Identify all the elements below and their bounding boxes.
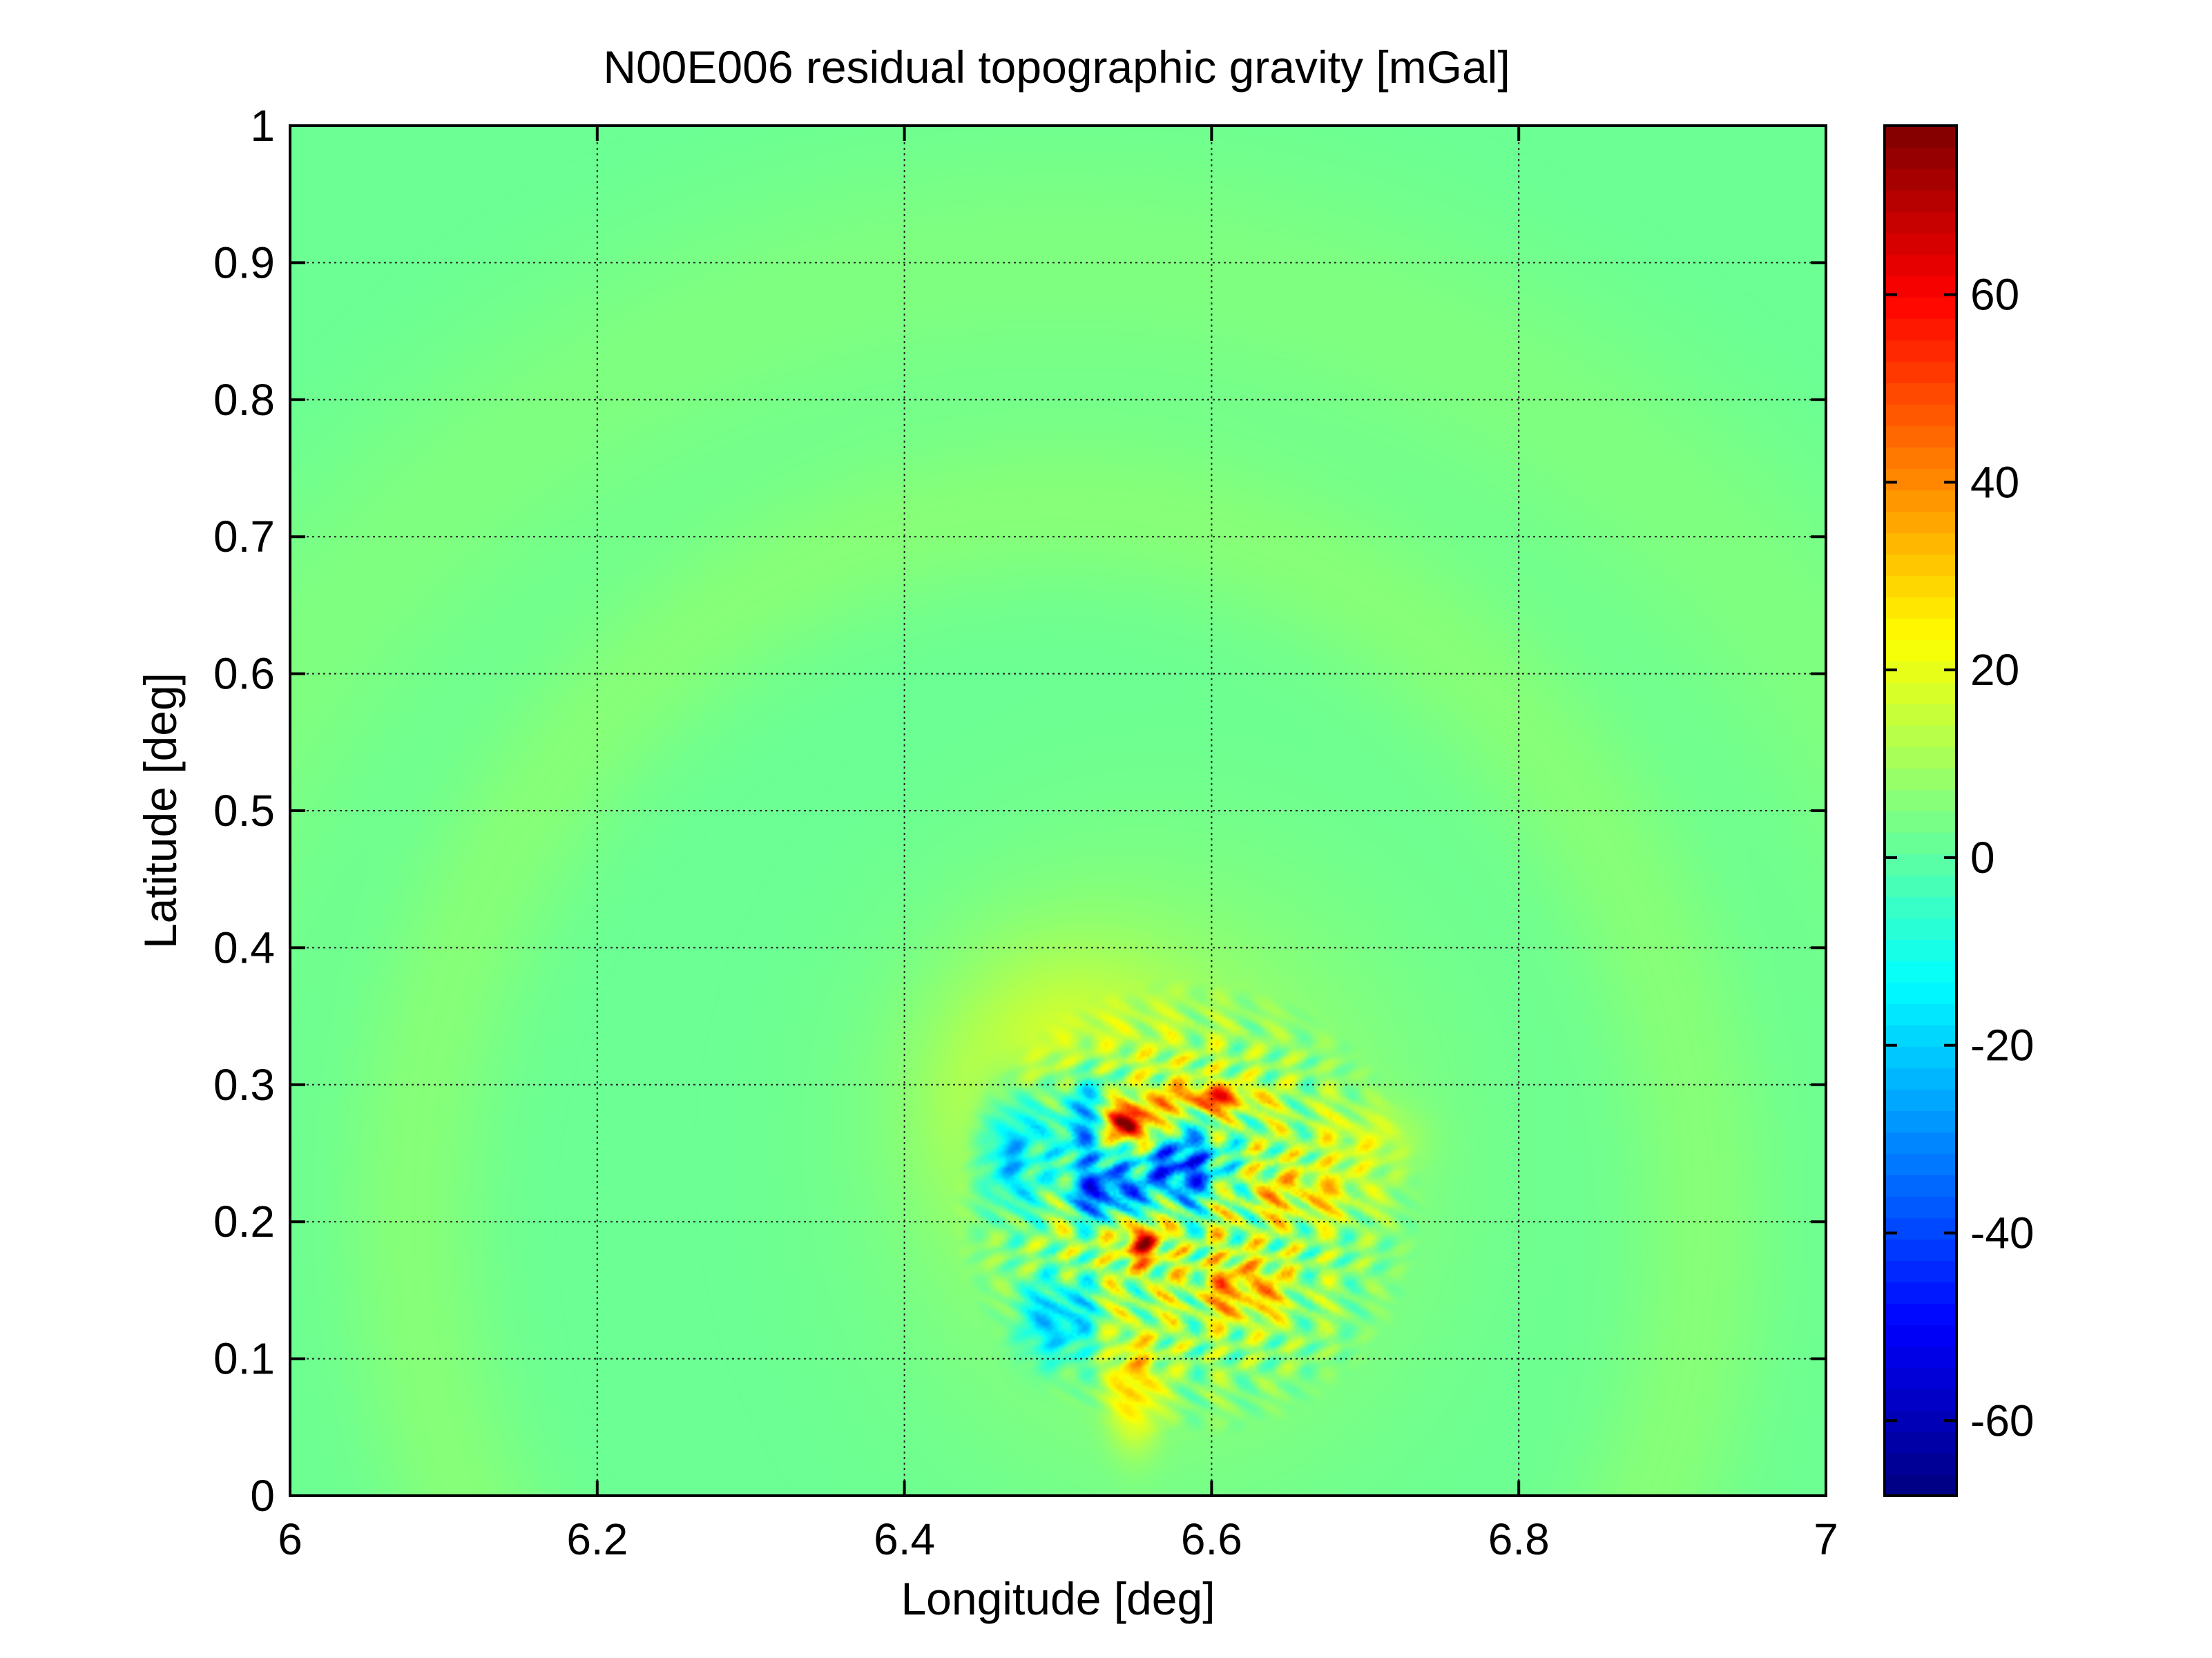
y-tick-label: 0.6 — [213, 649, 275, 699]
colorbar-tick-label: 40 — [1970, 457, 2019, 507]
colorbar-tick-label: -60 — [1970, 1396, 2035, 1445]
y-tick-labels: 0 0.1 0.2 0.3 0.4 0.5 0.6 0.7 0.8 0.9 1 — [213, 101, 275, 1521]
grid-lines — [290, 126, 1826, 1496]
colorbar-tick-label: 60 — [1970, 270, 2019, 320]
y-tick-label: 0.5 — [213, 786, 275, 836]
x-tick-label: 6.8 — [1488, 1514, 1550, 1564]
colorbar-tick-label: 0 — [1970, 833, 1995, 883]
y-axis-label: Latitude [deg] — [135, 673, 186, 949]
plot-area — [289, 124, 1827, 1497]
colorbar-frame — [1883, 124, 1958, 1497]
y-tick-label: 0.4 — [213, 923, 275, 972]
y-tick-label: 0.9 — [213, 238, 275, 287]
chart-title: N00E006 residual topographic gravity [mG… — [603, 41, 1510, 93]
colorbar-ticks — [1885, 293, 1956, 1423]
y-tick-label: 0.2 — [213, 1197, 275, 1246]
x-tick-label: 7 — [1814, 1514, 1838, 1564]
colorbar-gradient — [1885, 126, 1956, 1496]
colorbar-tick-label: 20 — [1970, 645, 2019, 695]
colorbar-tick-label: -40 — [1970, 1208, 2035, 1258]
y-tick-label: 0.1 — [213, 1334, 275, 1384]
y-tick-label: 0.8 — [213, 375, 275, 425]
y-tick-label: 0.7 — [213, 512, 275, 561]
x-tick-label: 6.2 — [566, 1514, 628, 1564]
colorbar-tick-label: -20 — [1970, 1021, 2035, 1070]
x-tick-label: 6.4 — [874, 1514, 935, 1564]
x-axis-label: Longitude [deg] — [901, 1573, 1215, 1624]
y-tick-label: 1 — [250, 101, 275, 151]
x-tick-labels: 6 6.2 6.4 6.6 6.8 7 — [278, 1514, 1838, 1564]
x-tick-label: 6 — [278, 1514, 302, 1564]
colorbar-tick-labels: 60 40 20 0 -20 -40 -60 — [1970, 270, 2035, 1446]
plot-frame — [289, 124, 1827, 1497]
colorbar-gradient-container — [1885, 126, 1956, 1496]
colorbar: 60 40 20 0 -20 -40 -60 — [1883, 124, 2035, 1497]
x-tick-label: 6.6 — [1181, 1514, 1242, 1564]
y-tick-label: 0.3 — [213, 1060, 275, 1110]
y-tick-label: 0 — [250, 1471, 275, 1521]
